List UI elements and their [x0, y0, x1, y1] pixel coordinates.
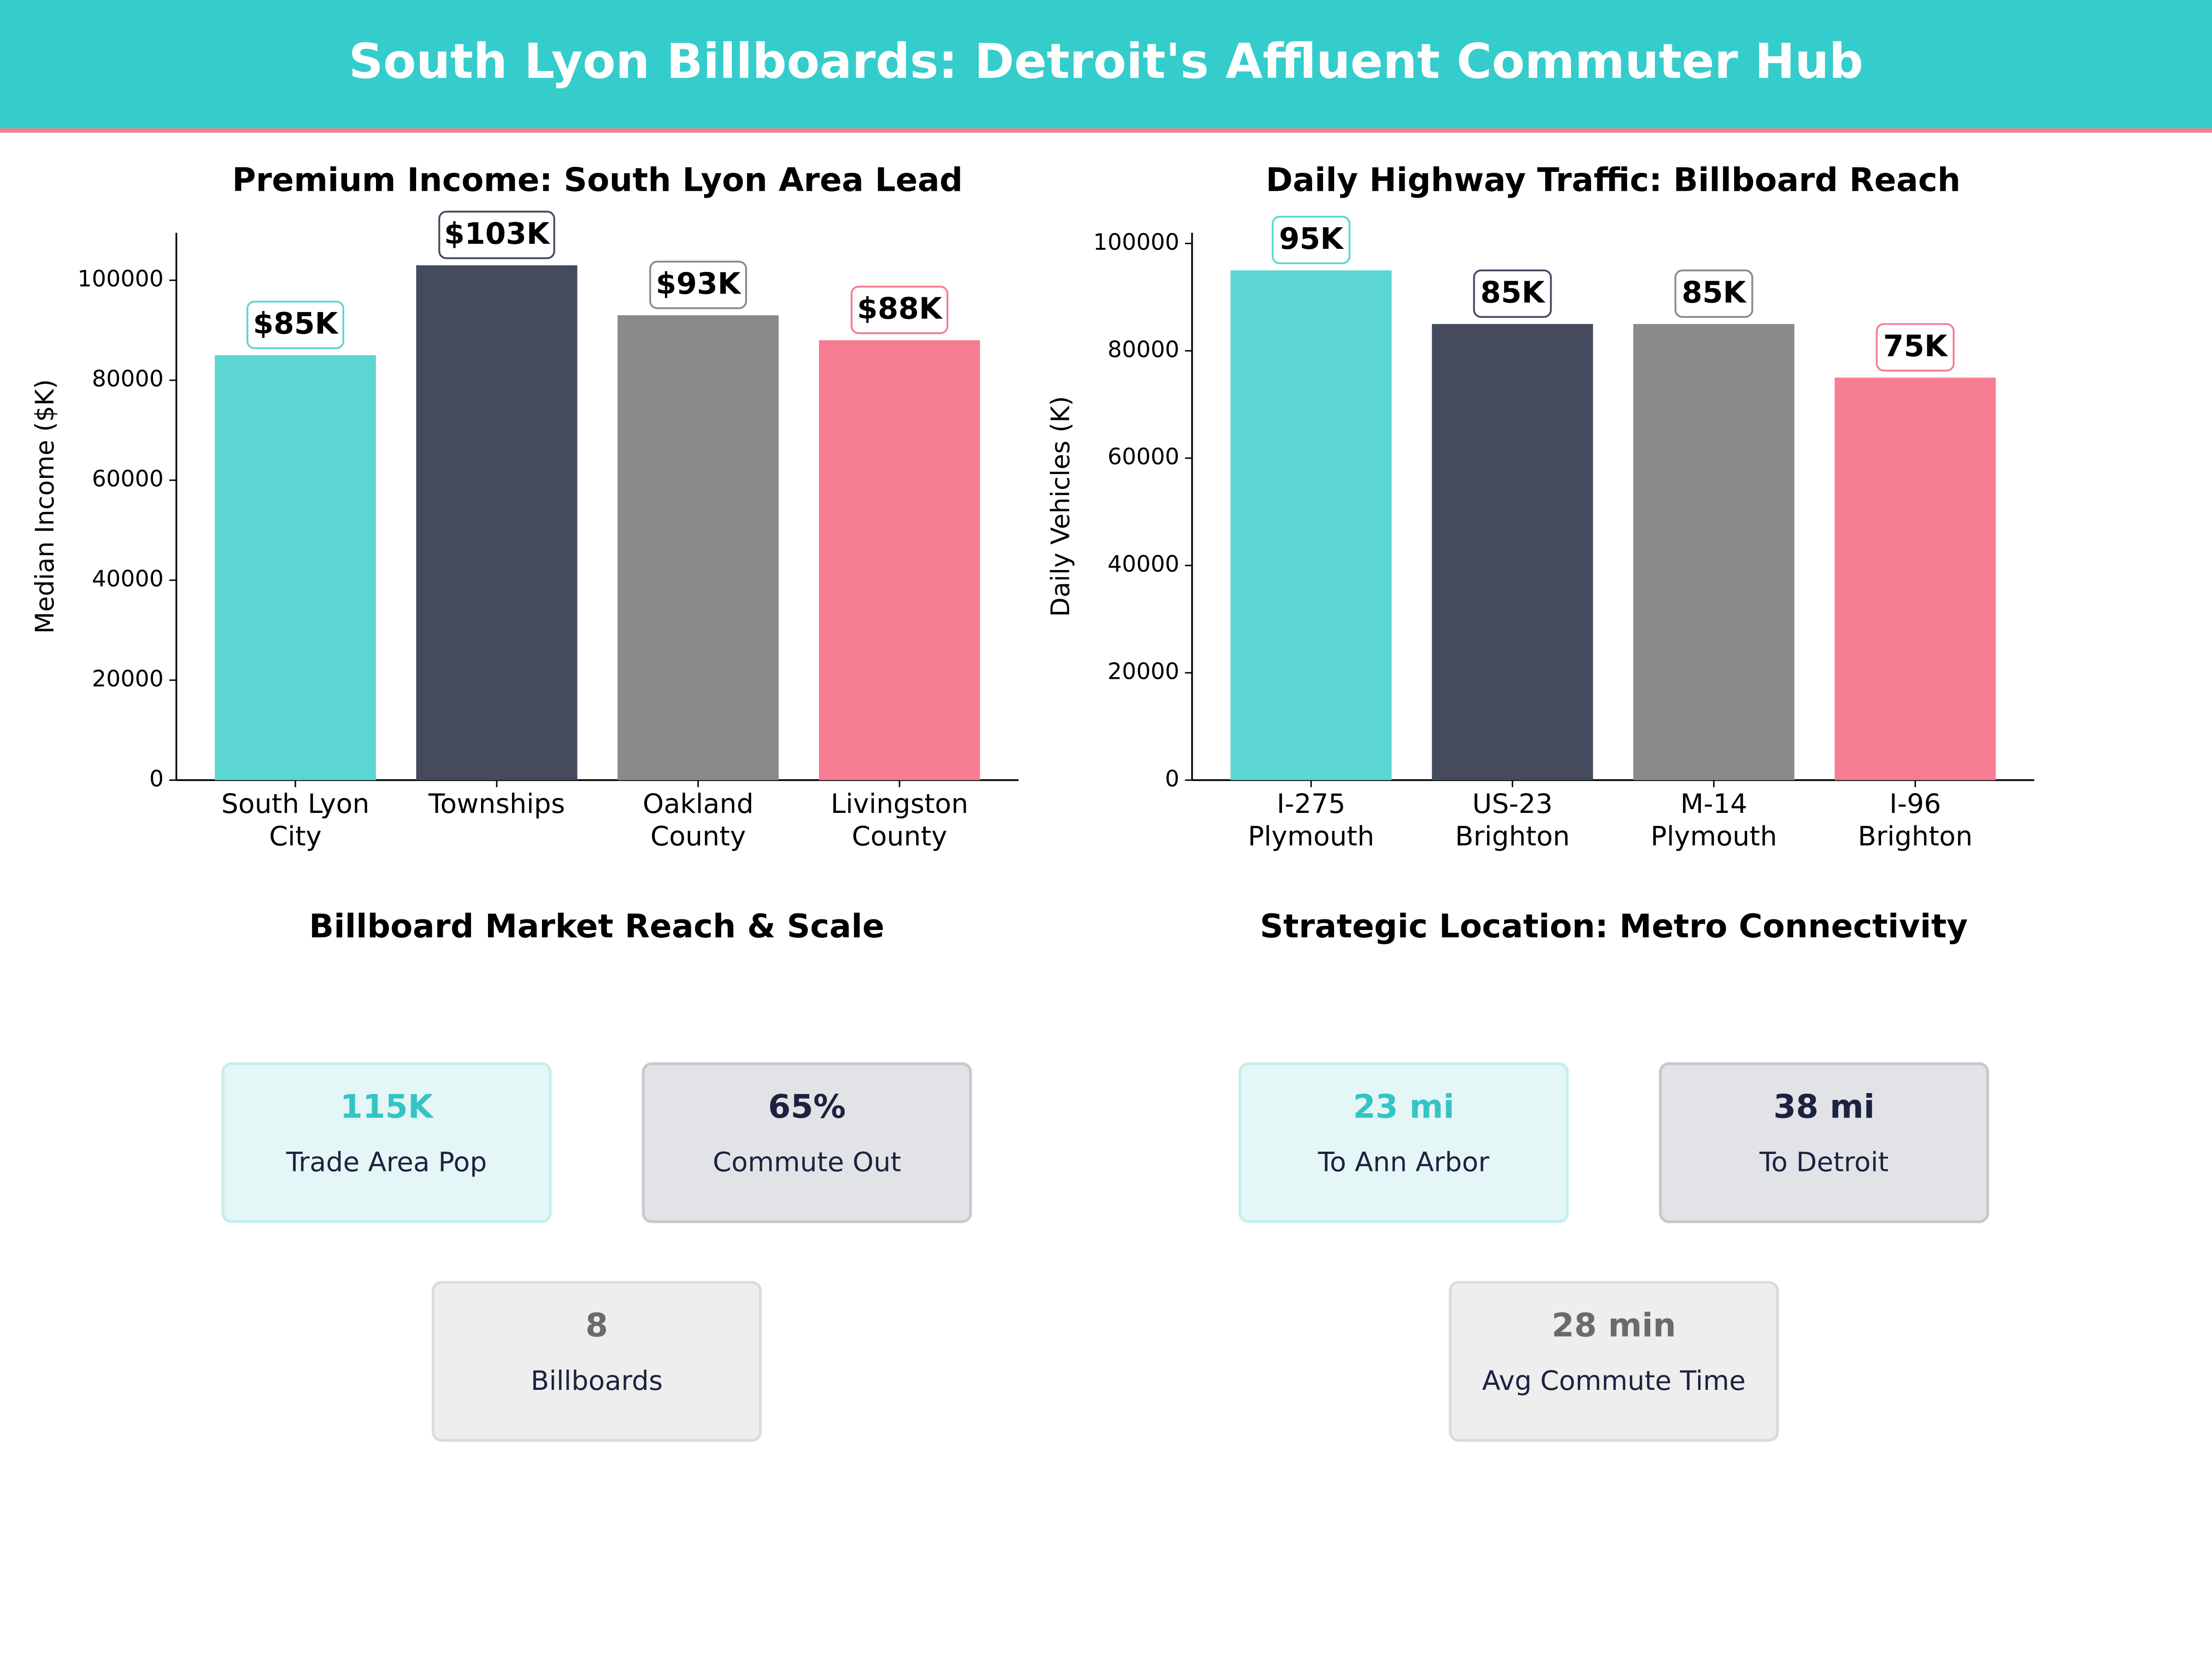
stat-value: 28 min: [1552, 1306, 1676, 1344]
value-label-box: [649, 260, 747, 309]
y-axis-label: Daily Vehicles (K): [1046, 396, 1075, 617]
stat-value: 38 mi: [1773, 1088, 1875, 1126]
chart-title: Premium Income: South Lyon Area Lead: [232, 161, 963, 199]
y-tick-label: 20000: [1107, 658, 1179, 684]
chart-title: Daily Highway Traffic: Billboard Reach: [1266, 161, 1960, 199]
bar: [1230, 270, 1392, 780]
value-label-box: [1674, 269, 1753, 318]
stat-card: [641, 1062, 972, 1224]
stat-card: [1659, 1062, 1989, 1224]
stat-label: Commute Out: [713, 1147, 901, 1178]
y-tick-label: 20000: [92, 665, 164, 692]
bar: [215, 355, 376, 780]
y-tick-label: 0: [149, 765, 164, 792]
value-label: 75K: [1883, 329, 1948, 364]
stat-value: 23 mi: [1353, 1088, 1454, 1126]
stat-label: Billboards: [531, 1365, 663, 1396]
x-tick-label: Livingston County: [831, 788, 968, 852]
x-tick-label: M-14 Plymouth: [1651, 788, 1777, 852]
value-label-box: [850, 285, 948, 334]
value-label: 85K: [1480, 275, 1545, 310]
stat-value: 115K: [340, 1088, 434, 1126]
bar: [618, 315, 779, 780]
value-label-box: [438, 211, 555, 259]
y-tick-label: 80000: [92, 366, 164, 392]
stat-label: Trade Area Pop: [286, 1147, 487, 1178]
stat-label: To Detroit: [1759, 1147, 1888, 1178]
value-label: $93K: [656, 266, 741, 301]
x-tick-label: I-96 Brighton: [1858, 788, 1973, 852]
stat-label: To Ann Arbor: [1318, 1147, 1489, 1178]
stat-label: Avg Commute Time: [1482, 1365, 1746, 1396]
panel-title: Billboard Market Reach & Scale: [309, 907, 884, 945]
value-label: 95K: [1279, 222, 1344, 256]
value-label-box: [1271, 216, 1351, 265]
page-title: South Lyon Billboards: Detroit's Affluen…: [349, 33, 1864, 89]
y-tick-label: 60000: [1107, 444, 1179, 470]
bar: [819, 340, 980, 780]
y-tick-label: 100000: [77, 266, 164, 292]
value-label: $85K: [253, 306, 339, 341]
x-tick-label: South Lyon City: [221, 788, 369, 852]
bar: [1432, 324, 1593, 780]
bar: [1835, 377, 1996, 780]
value-label-box: [1876, 323, 1955, 372]
value-label: $103K: [444, 217, 551, 251]
stat-card: [431, 1281, 762, 1442]
y-tick-label: 100000: [1093, 229, 1179, 255]
y-tick-label: 40000: [92, 565, 164, 592]
x-tick-label: Townships: [428, 788, 565, 819]
stat-value: 8: [585, 1306, 608, 1344]
bar: [416, 265, 577, 780]
panel-title: Strategic Location: Metro Connectivity: [1260, 907, 1968, 945]
y-tick-label: 80000: [1107, 336, 1179, 363]
value-label: $88K: [857, 292, 943, 326]
x-tick-label: US-23 Brighton: [1455, 788, 1570, 852]
x-tick-label: I-275 Plymouth: [1248, 788, 1374, 852]
value-label-box: [246, 300, 345, 349]
y-tick-label: 40000: [1107, 551, 1179, 577]
stat-card: [1448, 1281, 1779, 1442]
value-label: 85K: [1682, 275, 1747, 310]
y-tick-label: 0: [1165, 765, 1179, 792]
stat-card: [221, 1062, 552, 1224]
value-label-box: [1473, 269, 1552, 318]
stat-card: [1238, 1062, 1569, 1224]
bar: [1633, 324, 1794, 780]
stat-value: 65%: [768, 1088, 846, 1126]
y-axis-label: Median Income ($K): [30, 379, 59, 634]
y-tick-label: 60000: [92, 466, 164, 492]
header-rule: [0, 128, 2212, 133]
header-bar: [0, 0, 2212, 129]
x-tick-label: Oakland County: [643, 788, 754, 852]
